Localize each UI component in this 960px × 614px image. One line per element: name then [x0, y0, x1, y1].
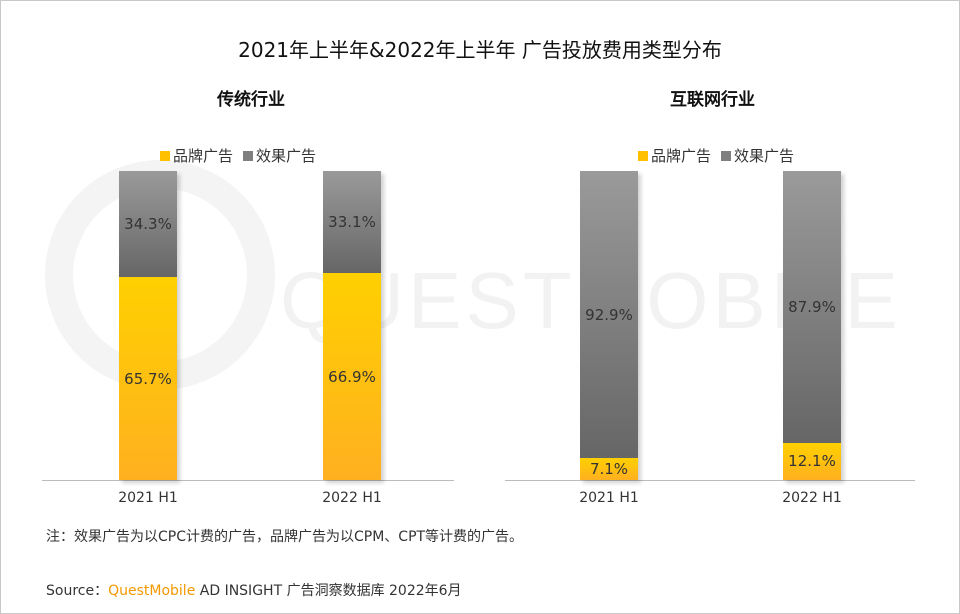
x-tick-label: 2022 H1 [782, 490, 842, 506]
legend-swatch-performance [243, 150, 254, 161]
data-label: 66.9% [328, 367, 376, 386]
x-tick-label: 2021 H1 [579, 490, 639, 506]
footnote: 注：效果广告为以CPC计费的广告，品牌广告为以CPM、CPT等计费的广告。 [46, 529, 524, 545]
data-label: 87.9% [788, 297, 836, 316]
data-label: 92.9% [585, 305, 633, 324]
source-line: Source：QuestMobile AD INSIGHT 广告洞察数据库 20… [46, 580, 462, 600]
data-label: 65.7% [124, 369, 172, 388]
legend-item-brand: 品牌广告 [160, 145, 233, 166]
panel-title-internet: 互联网行业 [670, 90, 755, 110]
bar-segment-performance: 34.3% [119, 171, 177, 277]
legend-label-performance: 效果广告 [734, 147, 795, 165]
bar-segment-performance: 87.9% [783, 171, 841, 443]
bar-segment-brand: 12.1% [783, 442, 841, 480]
stacked-bar: 12.1% 87.9% [783, 171, 841, 480]
bar-segment-brand: 65.7% [119, 277, 177, 480]
legend-item-brand: 品牌广告 [638, 145, 711, 166]
data-label: 33.1% [328, 213, 376, 232]
bar-segment-performance: 92.9% [580, 171, 638, 459]
source-brand: QuestMobile [108, 583, 196, 599]
stacked-bar: 7.1% 92.9% [580, 171, 638, 480]
bar-segment-brand: 66.9% [323, 273, 381, 480]
legend-internet: 品牌广告 效果广告 [638, 145, 794, 166]
data-label: 12.1% [788, 452, 836, 471]
legend-swatch-brand [160, 150, 170, 161]
panel-title-traditional: 传统行业 [217, 90, 285, 110]
chart-title: 2021年上半年&2022年上半年 广告投放费用类型分布 [238, 38, 722, 62]
stacked-bar: 65.7% 34.3% [119, 171, 177, 480]
legend-item-performance: 效果广告 [243, 145, 316, 166]
data-label: 34.3% [124, 215, 172, 233]
x-axis-traditional [42, 480, 454, 481]
x-axis-internet [505, 480, 915, 481]
x-tick-label: 2022 H1 [322, 490, 382, 506]
source-text: AD INSIGHT 广告洞察数据库 2022年6月 [195, 583, 462, 599]
legend-swatch-brand [638, 150, 648, 161]
legend-label-brand: 品牌广告 [651, 147, 712, 165]
legend-label-brand: 品牌广告 [173, 147, 234, 165]
bar-segment-brand: 7.1% [580, 458, 638, 480]
legend-swatch-performance [721, 150, 732, 161]
legend-item-performance: 效果广告 [721, 145, 794, 166]
source-label: Source： [46, 583, 109, 599]
bar-segment-performance: 33.1% [323, 171, 381, 274]
legend-label-performance: 效果广告 [256, 147, 317, 165]
stacked-bar: 66.9% 33.1% [323, 171, 381, 480]
x-tick-label: 2021 H1 [118, 490, 178, 506]
legend-traditional: 品牌广告 效果广告 [160, 145, 316, 166]
data-label: 7.1% [589, 460, 629, 479]
